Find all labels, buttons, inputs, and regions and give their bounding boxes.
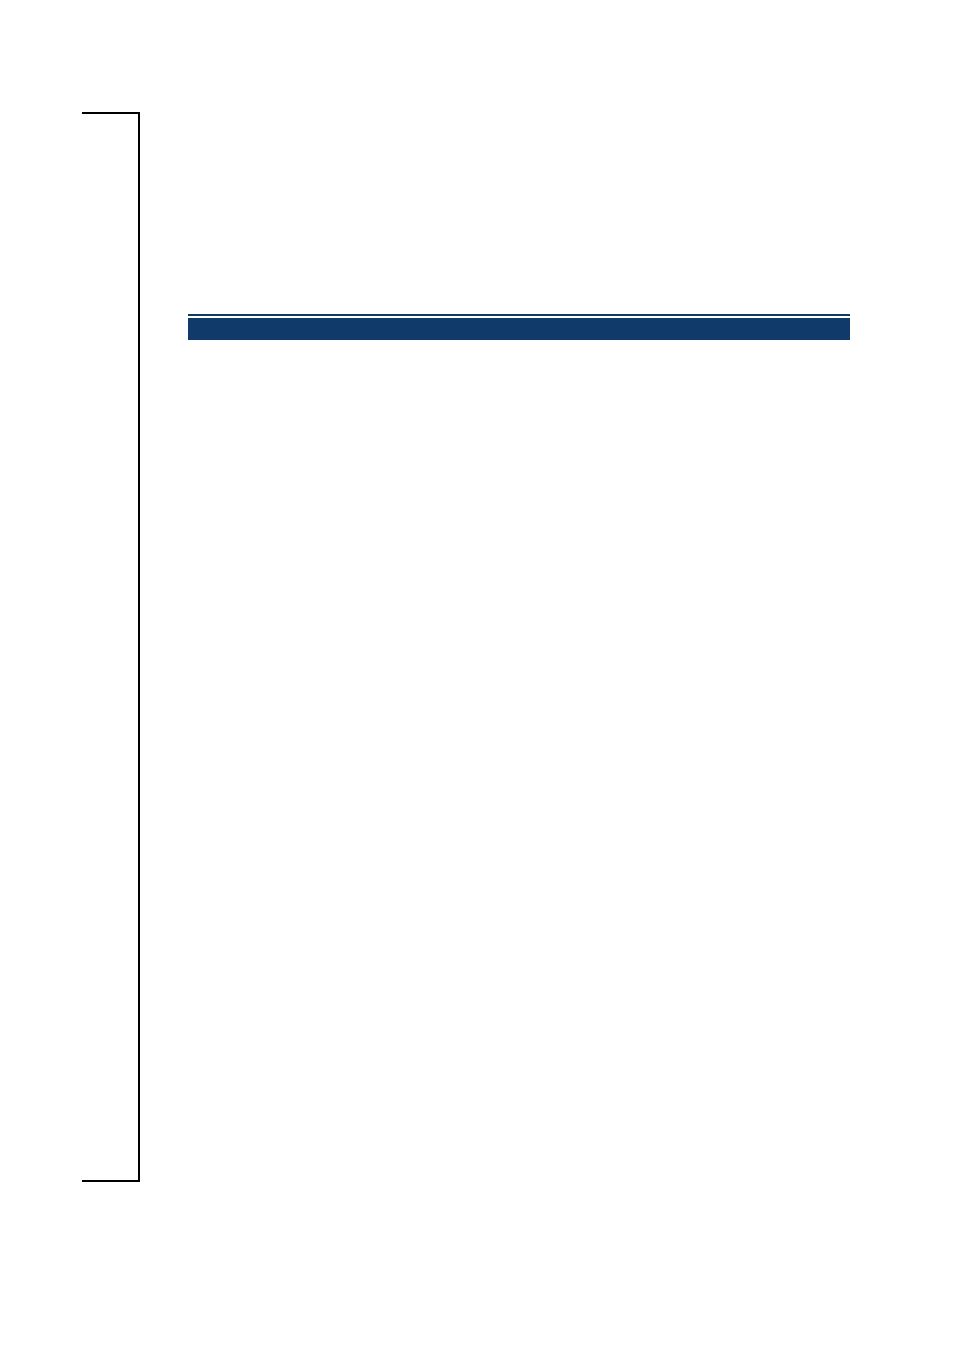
- header-banner: [188, 314, 850, 340]
- bracket-vertical-segment: [138, 112, 140, 1182]
- left-bracket-decoration: [82, 112, 140, 1182]
- bracket-top-segment: [82, 112, 140, 114]
- bracket-bottom-segment: [82, 1180, 140, 1182]
- banner-body: [188, 318, 850, 340]
